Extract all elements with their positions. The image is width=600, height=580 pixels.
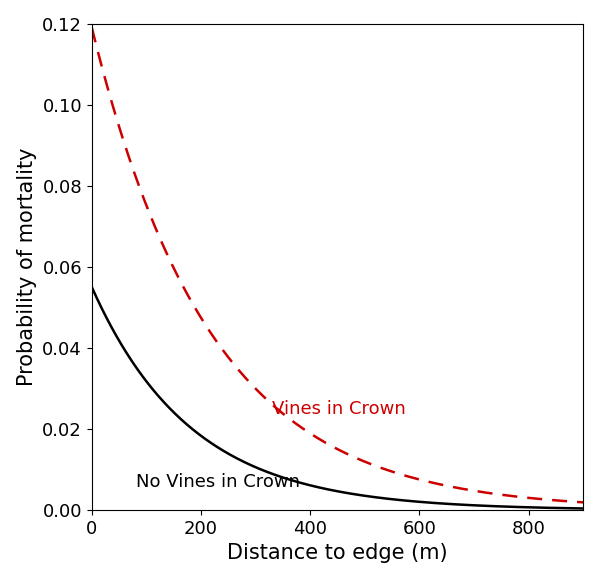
Text: No Vines in Crown: No Vines in Crown [136,473,299,491]
X-axis label: Distance to edge (m): Distance to edge (m) [227,543,448,563]
Y-axis label: Probability of mortality: Probability of mortality [17,148,37,386]
Text: Vines in Crown: Vines in Crown [272,400,406,418]
